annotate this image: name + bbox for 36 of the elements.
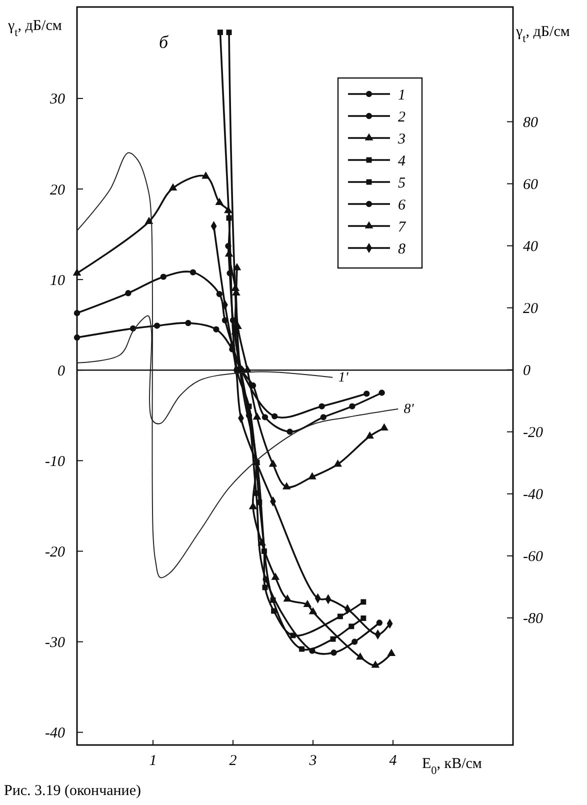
legend-label: 2	[398, 109, 406, 126]
legend-label: 3	[397, 131, 406, 148]
y2-tick-label: 60	[523, 177, 538, 193]
x-tick-label: 3	[308, 753, 317, 769]
y2-tick-label: 80	[523, 114, 538, 131]
y-tick-label: -20	[45, 544, 66, 560]
y2-tick-label: -40	[523, 487, 544, 504]
y-tick-label: 30	[49, 92, 66, 108]
x-axis-title: E$_{0}$, кВ/см	[422, 756, 482, 777]
y2-tick-label: 20	[523, 301, 538, 318]
legend-label: 1	[398, 87, 406, 104]
x-tick-label: 4	[389, 753, 398, 769]
y2-tick-label: 0	[523, 363, 531, 380]
y-tick-label: 20	[50, 182, 66, 198]
y-tick-label: 10	[50, 272, 66, 289]
y-tick-label: 0	[58, 363, 66, 380]
x-tick-label: 2	[229, 753, 238, 769]
series-label: 1'	[338, 370, 350, 386]
y-axis-title: γ$_{t}$, дБ/см	[7, 18, 62, 39]
y-tick-label: -10	[45, 454, 66, 470]
series-label: 8'	[404, 402, 415, 418]
y2-axis-title: γ$_{t}$, дБ/см	[515, 24, 570, 45]
legend-label: 5	[398, 175, 406, 192]
y2-tick-label: -60	[523, 549, 544, 566]
y2-tick-label: -20	[523, 425, 544, 442]
y-tick-label: -30	[45, 635, 66, 652]
y2-tick-label: -80	[523, 611, 544, 628]
text: б	[159, 32, 169, 52]
legend-label: 8	[398, 241, 406, 258]
text: Рис. 3.19 (окончание)	[4, 783, 141, 799]
legend-label: 7	[398, 219, 407, 236]
x-tick-label: 1	[149, 753, 157, 769]
legend-label: 6	[398, 197, 406, 214]
y2-tick-label: 40	[523, 239, 538, 256]
legend-label: 4	[398, 153, 406, 170]
y-tick-label: -40	[45, 726, 66, 742]
